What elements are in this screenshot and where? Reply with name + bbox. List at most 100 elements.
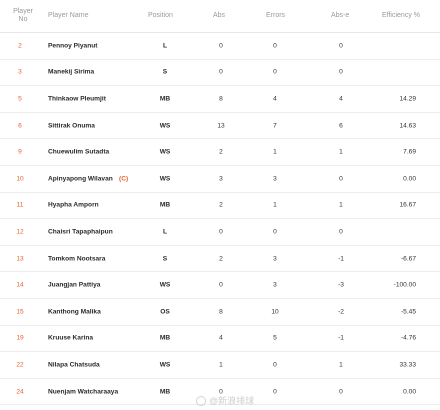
efficiency-value: 0.00 <box>403 175 416 183</box>
header-abs: Abs <box>213 12 226 19</box>
efficiency-value: 16.67 <box>399 201 416 209</box>
abs-e-value: 1 <box>339 361 343 369</box>
errors-value: 4 <box>273 95 277 103</box>
player-name: Kanthong Malika <box>48 308 101 316</box>
abs-e-value: 6 <box>339 122 343 130</box>
player-name: Pennoy Piyanut <box>48 42 98 50</box>
abs-e-value: 0 <box>339 175 343 183</box>
efficiency-value: 0.00 <box>403 388 416 396</box>
header-player-no-line2: No <box>18 16 28 23</box>
player-number: 13 <box>16 255 24 263</box>
player-position: L <box>162 228 168 236</box>
player-number: 5 <box>18 95 22 103</box>
abs-value: 4 <box>219 334 223 342</box>
watermark: @新浪排球 <box>196 394 254 407</box>
player-name: Thinkaow Pleumjit <box>48 95 106 103</box>
table-row: 19 Kruuse Karina MB 4 5 -1 -4.76 <box>0 326 440 353</box>
player-position: WS <box>159 281 171 289</box>
abs-e-value: -3 <box>338 281 344 289</box>
table-row: 13 Tomkom Nootsara S 2 3 -1 -6.67 <box>0 246 440 273</box>
player-position: S <box>162 255 168 263</box>
table-row: 22 Nilapa Chatsuda WS 1 0 1 33.33 <box>0 352 440 379</box>
errors-value: 0 <box>273 228 277 236</box>
abs-e-value: 4 <box>339 95 343 103</box>
errors-value: 0 <box>273 68 277 76</box>
header-player-no-line1: Player <box>13 8 33 15</box>
abs-value: 13 <box>217 122 225 130</box>
player-position: WS <box>159 148 171 156</box>
header-player-no: Player No <box>10 8 36 24</box>
errors-value: 3 <box>273 281 277 289</box>
efficiency-value: -4.76 <box>400 334 416 342</box>
abs-value: 2 <box>219 255 223 263</box>
abs-value: 0 <box>219 281 223 289</box>
errors-value: 0 <box>273 388 277 396</box>
player-number: 22 <box>16 361 24 369</box>
player-position: WS <box>159 361 171 369</box>
table-row: 10 Apinyapong Wilavan (C) WS 3 3 0 0.00 <box>0 166 440 193</box>
player-name: Apinyapong Wilavan <box>48 175 113 183</box>
player-name: Hyapha Amporn <box>48 201 99 209</box>
table-row: 2 Pennoy Piyanut L 0 0 0 <box>0 33 440 60</box>
table-row: 6 Sittirak Onuma WS 13 7 6 14.63 <box>0 113 440 140</box>
abs-value: 0 <box>219 228 223 236</box>
table-row: 24 Nuenjam Watcharaaya MB 0 0 0 0.00 <box>0 379 440 406</box>
player-name: Chaisri Tapaphaipun <box>48 228 113 236</box>
player-number: 11 <box>16 201 24 209</box>
efficiency-value: 7.69 <box>403 148 416 156</box>
abs-value: 0 <box>219 388 223 396</box>
efficiency-value: -6.67 <box>400 255 416 263</box>
player-name: Manekij Sirima <box>48 68 95 76</box>
table-row: 11 Hyapha Amporn MB 2 1 1 16.67 <box>0 193 440 220</box>
player-name: Nilapa Chatsuda <box>48 361 100 369</box>
abs-value: 8 <box>219 308 223 316</box>
player-position: OS <box>160 308 170 316</box>
efficiency-value: 14.63 <box>399 122 416 130</box>
abs-value: 2 <box>219 201 223 209</box>
player-number: 9 <box>18 148 22 156</box>
player-name: Sittirak Onuma <box>48 122 95 130</box>
header-abs-e: Abs-e <box>331 12 350 19</box>
captain-badge: (C) <box>119 175 129 183</box>
abs-value: 0 <box>219 68 223 76</box>
efficiency-value: 33.33 <box>399 361 416 369</box>
header-position: Position <box>148 12 173 19</box>
abs-value: 0 <box>219 42 223 50</box>
table-row: 15 Kanthong Malika OS 8 10 -2 -5.45 <box>0 299 440 326</box>
errors-value: 3 <box>273 175 277 183</box>
player-number: 3 <box>18 68 22 76</box>
abs-e-value: -1 <box>338 334 344 342</box>
player-name: Tomkom Nootsara <box>48 255 106 263</box>
abs-value: 2 <box>219 148 223 156</box>
player-position: MB <box>159 95 171 103</box>
efficiency-value: 14.29 <box>399 95 416 103</box>
abs-e-value: -1 <box>338 255 344 263</box>
weibo-icon <box>196 395 206 406</box>
abs-value: 3 <box>219 175 223 183</box>
player-number: 2 <box>18 42 22 50</box>
header-errors: Errors <box>266 12 286 19</box>
player-position: WS <box>159 122 171 130</box>
player-number: 6 <box>18 122 22 130</box>
abs-e-value: 0 <box>339 68 343 76</box>
player-name: Juangjan Pattiya <box>48 281 101 289</box>
player-name: Kruuse Karina <box>48 334 94 342</box>
abs-e-value: 0 <box>339 42 343 50</box>
efficiency-value: -100.00 <box>393 281 416 289</box>
abs-e-value: 1 <box>339 148 343 156</box>
player-number: 24 <box>16 388 24 396</box>
watermark-text: @新浪排球 <box>209 396 255 406</box>
table-row: 9 Chuewulim Sutadta WS 2 1 1 7.69 <box>0 139 440 166</box>
player-number: 10 <box>16 175 24 183</box>
errors-value: 7 <box>273 122 277 130</box>
player-position: L <box>162 42 168 50</box>
table-row: 12 Chaisri Tapaphaipun L 0 0 0 <box>0 219 440 246</box>
table-row: 3 Manekij Sirima S 0 0 0 <box>0 60 440 87</box>
errors-value: 10 <box>271 308 279 316</box>
errors-value: 0 <box>273 361 277 369</box>
table-header: Player No Player Name Position Abs Error… <box>0 0 440 33</box>
player-number: 12 <box>16 228 24 236</box>
player-name: Chuewulim Sutadta <box>48 148 110 156</box>
errors-value: 1 <box>273 201 277 209</box>
